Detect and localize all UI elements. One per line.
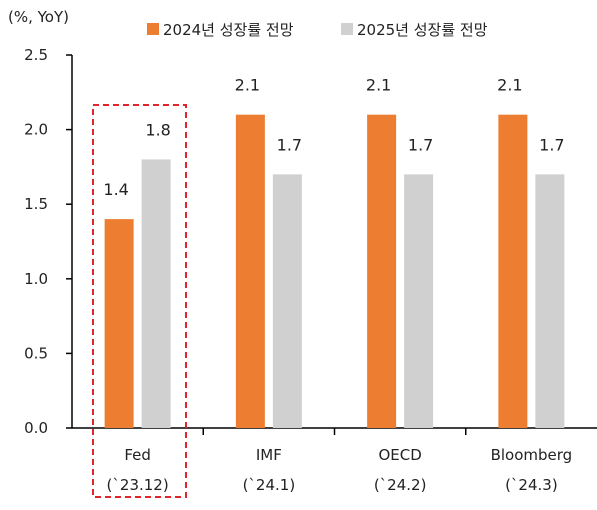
y-tick-label: 2.0 (24, 121, 48, 139)
y-tick-label: 1.5 (24, 195, 48, 213)
legend-swatch-2024 (147, 23, 159, 35)
category-label-oecd: OECD (378, 446, 421, 464)
category-labels: Fed (`23.12) IMF (`24.1) OECD (`24.2) Bloomber… (107, 446, 573, 494)
y-tick-label: 0.0 (24, 419, 48, 437)
value-label-imf-2025: 1.7 (277, 135, 302, 154)
value-label-oecd-2024: 2.1 (366, 76, 391, 95)
legend-swatch-2025 (341, 23, 353, 35)
legend-label-2025: 2025년 성장률 전망 (357, 21, 488, 39)
category-sublabel-imf: (`24.1) (243, 476, 296, 494)
category-sublabel-bloomberg: (`24.3) (505, 476, 558, 494)
legend-label-2024: 2024년 성장률 전망 (163, 21, 294, 39)
bars (104, 114, 565, 429)
value-labels: 1.4 1.8 2.1 1.7 2.1 1.7 2.1 1.7 (103, 76, 564, 199)
category-label-imf: IMF (256, 446, 282, 464)
category-label-bloomberg: Bloomberg (491, 446, 573, 464)
fed-highlight-box (92, 104, 187, 498)
bar-bloomberg-2025 (535, 174, 565, 428)
value-label-imf-2024: 2.1 (235, 76, 260, 95)
category-sublabel-fed: (`23.12) (107, 476, 169, 494)
category-sublabel-oecd: (`24.2) (374, 476, 427, 494)
bar-imf-2024 (235, 114, 265, 429)
bar-fed-2025 (141, 159, 171, 428)
legend: 2024년 성장률 전망 2025년 성장률 전망 (147, 21, 488, 39)
bar-fed-2024 (104, 219, 134, 428)
x-axis (72, 427, 597, 435)
y-tick-label: 2.5 (24, 46, 48, 64)
value-label-bloomberg-2025: 1.7 (539, 135, 564, 154)
y-axis: 0.0 0.5 1.0 1.5 2.0 2.5 (24, 46, 73, 437)
bar-bloomberg-2024 (498, 114, 528, 429)
y-tick-label: 1.0 (24, 270, 48, 288)
bar-oecd-2024 (367, 114, 397, 429)
value-label-fed-2025: 1.8 (145, 120, 170, 139)
y-axis-unit-label: (%, YoY) (8, 8, 69, 26)
y-tick-label: 0.5 (24, 344, 48, 362)
category-label-fed: Fed (124, 446, 151, 464)
value-label-oecd-2025: 1.7 (408, 135, 433, 154)
value-label-fed-2024: 1.4 (103, 180, 128, 199)
bar-oecd-2025 (404, 174, 434, 428)
bar-imf-2025 (272, 174, 302, 428)
value-label-bloomberg-2024: 2.1 (497, 76, 522, 95)
